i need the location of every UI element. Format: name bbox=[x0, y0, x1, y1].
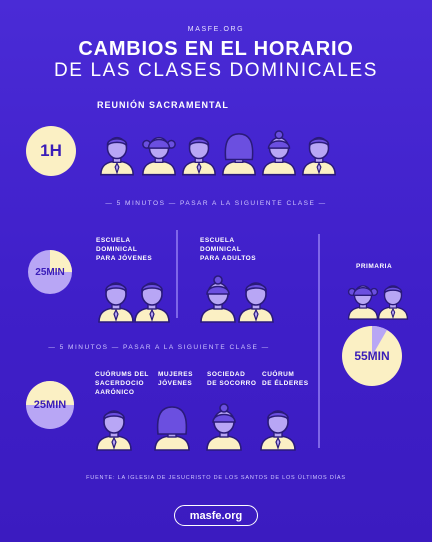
person-sacrament-6 bbox=[302, 136, 336, 176]
site-label: MASFE.ORG bbox=[187, 26, 245, 33]
sacrament-label: REUNIÓN SACRAMENTAL bbox=[97, 100, 229, 110]
pie-55min-icon bbox=[342, 325, 402, 386]
person-young-women bbox=[154, 406, 190, 451]
youth-class-label: ESCUELA DOMINICAL PARA JÓVENES bbox=[96, 237, 153, 262]
person-adult-1 bbox=[200, 275, 236, 323]
separator-transition-1: — 5 MINUTOS — PASAR A LA SIGUIENTE CLASE… bbox=[105, 200, 327, 207]
person-sacrament-5 bbox=[262, 130, 296, 176]
sunday-school-time-badge: 25MIN bbox=[28, 250, 72, 294]
primary-time: 55MIN bbox=[354, 349, 390, 363]
person-elders bbox=[260, 410, 296, 451]
sunday-school-time: 25MIN bbox=[35, 266, 65, 278]
person-primary-2 bbox=[377, 285, 409, 320]
person-relief-society bbox=[206, 403, 242, 451]
source-note: FUENTE: LA IGLESIA DE JESUCRISTO DE LOS … bbox=[86, 475, 346, 481]
page-title: CAMBIOS EN EL HORARIO bbox=[78, 38, 354, 60]
separator-transition-2: — 5 MINUTOS — PASAR A LA SIGUIENTE CLASE… bbox=[48, 344, 270, 351]
pie-25min-icon bbox=[26, 381, 74, 429]
person-youth-2 bbox=[134, 282, 170, 323]
relief-society-label: SOCIEDAD DE SOCORRO bbox=[207, 371, 257, 387]
quorum-time-badge: 25MIN bbox=[26, 381, 74, 429]
divider-primary bbox=[318, 234, 320, 448]
person-sacrament-4 bbox=[222, 133, 256, 176]
pie-25min-icon bbox=[28, 250, 72, 294]
person-primary-1 bbox=[347, 285, 379, 320]
elders-label: CUÓRUM DE ÉLDERES bbox=[262, 371, 309, 387]
person-aaronic bbox=[96, 410, 132, 451]
quorum-time: 25MIN bbox=[33, 399, 67, 411]
footer-site-link[interactable]: masfe.org bbox=[174, 505, 258, 526]
aaronic-label: CUÓRUMS DEL SACERDOCIO AARÓNICO bbox=[95, 371, 149, 396]
sacrament-time-badge: 1H bbox=[26, 126, 76, 176]
young-women-label: MUJERES JÓVENES bbox=[158, 371, 193, 387]
primary-label: PRIMARIA bbox=[356, 263, 393, 270]
adult-class-label: ESCUELA DOMINICAL PARA ADULTOS bbox=[200, 237, 257, 262]
person-sacrament-3 bbox=[182, 136, 216, 176]
person-sacrament-1 bbox=[100, 136, 134, 176]
person-adult-2 bbox=[238, 282, 274, 323]
page-subtitle: DE LAS CLASES DOMINICALES bbox=[53, 60, 379, 81]
primary-time-badge: 55MIN bbox=[342, 325, 402, 386]
divider-youth-adult bbox=[176, 230, 178, 318]
person-sacrament-2 bbox=[142, 136, 176, 176]
person-youth-1 bbox=[98, 282, 134, 323]
